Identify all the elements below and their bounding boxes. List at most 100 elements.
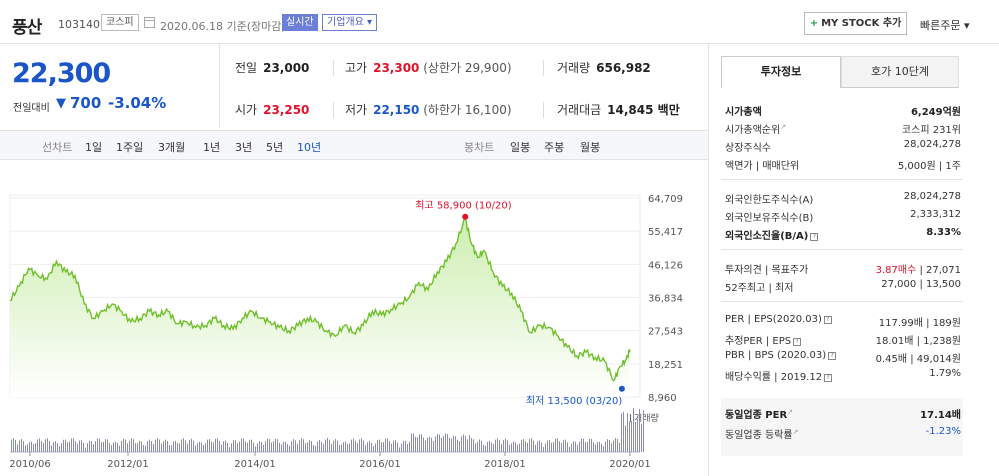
stock-name: 풍산 bbox=[12, 18, 42, 38]
volume-bar bbox=[195, 445, 196, 452]
help-icon[interactable]: ? bbox=[810, 233, 819, 241]
foreign-hold-row: 외국인보유주식수(B) 2,333,312 bbox=[725, 209, 961, 224]
volume-legend-label: 거래량 bbox=[634, 412, 659, 424]
y-tick-label: 27,543 bbox=[648, 327, 683, 338]
volume-bar bbox=[525, 441, 526, 452]
volume-bar bbox=[259, 441, 260, 452]
volume-bar bbox=[331, 443, 332, 452]
period-1y[interactable]: 1년 bbox=[203, 141, 221, 154]
volume-bar bbox=[479, 439, 480, 452]
help-icon[interactable]: ? bbox=[828, 352, 837, 360]
info-value: 17.14배 bbox=[920, 410, 961, 421]
help-icon[interactable]: ? bbox=[793, 338, 802, 346]
volume-bar bbox=[389, 440, 390, 452]
period-1w[interactable]: 1주일 bbox=[116, 141, 144, 154]
volume-bar bbox=[359, 439, 360, 452]
volume-bar bbox=[537, 441, 538, 452]
volume-bar bbox=[637, 418, 638, 452]
volume-bar bbox=[333, 440, 334, 452]
volume-bar bbox=[25, 445, 26, 452]
volume-bar bbox=[119, 445, 120, 452]
candle-monthly[interactable]: 월봉 bbox=[580, 141, 601, 154]
divider bbox=[543, 60, 544, 76]
volume-bar bbox=[471, 438, 472, 452]
company-overview-button[interactable]: 기업개요 ▾ bbox=[322, 14, 377, 31]
investment-info-panel: 투자정보 호가 10단계 시가총액 6,249억원 시가총액순위↗ 코스피 231위… bbox=[708, 44, 999, 476]
superscript-mark: ↗ bbox=[780, 123, 787, 131]
divider bbox=[333, 60, 334, 76]
add-my-stock-button[interactable]: + MY STOCK 추가 bbox=[804, 12, 907, 35]
opinion-value: 3.87매수 bbox=[875, 265, 917, 276]
volume-bar bbox=[547, 440, 548, 452]
volume-bar bbox=[153, 444, 154, 452]
volume-bar bbox=[29, 442, 30, 452]
tab-orderbook[interactable]: 호가 10단계 bbox=[841, 56, 959, 88]
price-chart[interactable]: 64,709 55,417 46,126 36,834 27,543 18,251 8,96… bbox=[0, 175, 708, 476]
period-10y[interactable]: 10년 bbox=[297, 141, 322, 154]
volume-bar bbox=[327, 438, 328, 452]
volume-bar bbox=[515, 442, 516, 452]
volume-bar bbox=[365, 445, 366, 452]
volume-bar bbox=[207, 439, 208, 452]
sector-per-row: 동일업종 PER↗ 17.14배 bbox=[725, 406, 961, 421]
volume-bar bbox=[287, 443, 288, 452]
volume-bar bbox=[595, 444, 596, 452]
info-key: PER | EPS(2020.03) bbox=[725, 314, 822, 325]
volume-bar bbox=[235, 440, 236, 452]
volume-bar bbox=[225, 440, 226, 452]
volume-bar bbox=[127, 443, 128, 452]
info-value: 5,000원 | 1주 bbox=[897, 161, 961, 172]
volume-bar bbox=[135, 443, 136, 452]
line-chart-label: 선차트 bbox=[42, 141, 73, 154]
tab-investment-info[interactable]: 투자정보 bbox=[721, 56, 841, 88]
volume-bar bbox=[575, 441, 576, 452]
volume-bar bbox=[33, 444, 34, 452]
volume-bar bbox=[75, 441, 76, 452]
help-icon[interactable]: ? bbox=[823, 316, 832, 324]
volume-bar bbox=[463, 434, 464, 452]
volume-bar bbox=[99, 438, 100, 452]
info-key: 상장주식수 bbox=[725, 143, 771, 154]
volume-bar bbox=[565, 439, 566, 452]
volume-bar bbox=[317, 441, 318, 452]
candle-weekly[interactable]: 주봉 bbox=[544, 141, 565, 154]
volume-bar bbox=[47, 438, 48, 452]
period-5y[interactable]: 5년 bbox=[266, 141, 284, 154]
volume-bar bbox=[215, 438, 216, 452]
volume-bar bbox=[179, 443, 180, 452]
candle-daily[interactable]: 일봉 bbox=[510, 141, 531, 154]
volume-bar bbox=[173, 441, 174, 452]
volume-bar bbox=[375, 443, 376, 452]
period-3m[interactable]: 3개월 bbox=[158, 141, 186, 154]
volume-bar bbox=[349, 443, 350, 452]
period-3y[interactable]: 3년 bbox=[235, 141, 253, 154]
volume-bar bbox=[377, 439, 378, 452]
volume-bar bbox=[633, 408, 634, 452]
help-icon[interactable]: ? bbox=[824, 374, 833, 382]
change-label: 전일대비 bbox=[13, 103, 50, 114]
volume-bar bbox=[145, 445, 146, 452]
volume-bar bbox=[277, 439, 278, 452]
open-label: 시가 bbox=[235, 103, 258, 117]
volume-bar bbox=[77, 443, 78, 452]
period-1d[interactable]: 1일 bbox=[85, 141, 103, 154]
volume-bar bbox=[257, 443, 258, 452]
quick-order-button[interactable]: 빠른주문 ▾ bbox=[920, 19, 970, 32]
volume-bar bbox=[61, 443, 62, 452]
y-tick-label: 36,834 bbox=[648, 294, 683, 305]
realtime-button[interactable]: 실시간 bbox=[282, 14, 318, 31]
volume-bar bbox=[59, 446, 60, 452]
volume-bar bbox=[163, 441, 164, 452]
volume-bar bbox=[483, 444, 484, 452]
volume-bar bbox=[17, 444, 18, 452]
open-value: 23,250 bbox=[263, 103, 310, 117]
volume-bar bbox=[203, 444, 204, 452]
volume-bar bbox=[605, 441, 606, 452]
volume-bar bbox=[89, 440, 90, 452]
volume-bar bbox=[123, 438, 124, 452]
volume-bar bbox=[597, 441, 598, 452]
sector-rate-row: 동일업종 등락률↗ -1.23% bbox=[725, 426, 961, 441]
info-value: 27,000 | 13,500 bbox=[881, 279, 961, 290]
volume-bar bbox=[15, 439, 16, 452]
target-price: | 27,071 bbox=[919, 265, 961, 276]
